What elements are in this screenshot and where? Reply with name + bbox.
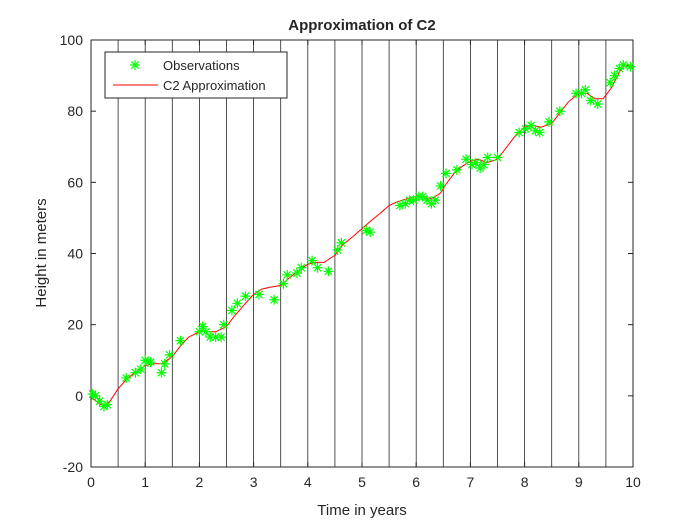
data-point-observation [492,152,503,163]
data-point-observation [130,367,141,378]
data-point-observation [307,255,318,266]
x-tick-label: 10 [625,474,641,490]
data-point-observation [478,159,489,170]
data-point-observation [240,291,251,302]
data-point-observation [197,321,208,332]
data-point-observation [216,332,227,343]
data-point-observation [218,319,229,330]
data-point-observation [605,77,616,88]
x-axis-label: Time in years [317,502,406,519]
y-tick-label: -20 [63,459,83,475]
data-point-observation [435,180,446,191]
data-point-observation [336,237,347,248]
x-tick-label: 9 [575,474,583,490]
data-point-observation [200,326,211,337]
y-tick-label: 0 [75,388,83,404]
x-tick-label: 6 [412,474,420,490]
data-point-observation [90,390,101,401]
data-point-observation [520,123,531,134]
data-point-observation [332,244,343,255]
x-tick-label: 2 [196,474,204,490]
data-point-observation [175,335,186,346]
data-point-observation [514,127,525,138]
data-point-observation [592,99,603,110]
data-point-observation [291,268,302,279]
x-tick-label: 5 [358,474,366,490]
legend-label-approximation: C2 Approximation [163,78,266,93]
data-point-observation [159,358,170,369]
data-point-observation [430,195,441,206]
x-tick-label: 1 [141,474,149,490]
data-point-observation [585,95,596,106]
data-point-observation [232,298,243,309]
legend-marker-observations [130,60,140,70]
legend: Observations C2 Approximation [104,51,288,99]
x-tick-label: 0 [87,474,95,490]
data-point-observation [145,357,156,368]
data-point-observation [282,269,293,280]
data-point-observation [312,262,323,273]
data-point-observation [269,294,280,305]
data-point-observation [530,125,541,136]
data-point-observation [323,266,334,277]
data-point-observation [121,373,132,384]
data-point-observation [156,367,167,378]
data-point-observation [135,364,146,375]
data-point-observation [408,195,419,206]
data-point-observation [482,152,493,163]
x-tick-label: 7 [467,474,475,490]
chart-title: Approximation of C2 [288,17,436,34]
x-tick-label: 4 [304,474,312,490]
data-point-observation [470,157,481,168]
x-tick-label: 3 [250,474,258,490]
data-point-observation [609,70,620,81]
y-tick-label: 100 [60,32,84,48]
y-tick-label: 20 [67,317,83,333]
data-point-observation [625,61,636,72]
y-axis-label: Height in meters [33,198,50,307]
data-point-observation [164,349,175,360]
data-point-observation [278,278,289,289]
data-point-observation [441,168,452,179]
legend-box [104,51,288,99]
x-tick-label: 8 [521,474,529,490]
data-point-observation [451,164,462,175]
series-line-c2-approximation [90,64,631,406]
data-point-observation [461,154,472,165]
data-point-observation [580,84,591,95]
data-point-observation [554,106,565,117]
legend-asterisk [130,60,140,70]
y-tick-label: 80 [67,103,83,119]
data-point-observation [618,59,629,70]
data-point-observation [254,289,265,300]
data-point-observation [102,399,113,410]
data-point-observation [94,396,105,407]
data-point-observation [365,227,376,238]
data-point-observation [526,120,537,131]
y-tick-label: 60 [67,174,83,190]
legend-label-observations: Observations [163,58,240,73]
data-point-observation [296,262,307,273]
data-point-observation [226,305,237,316]
y-tick-label: 40 [67,246,83,262]
data-point-observation [534,127,545,138]
data-point-observation [543,116,554,127]
